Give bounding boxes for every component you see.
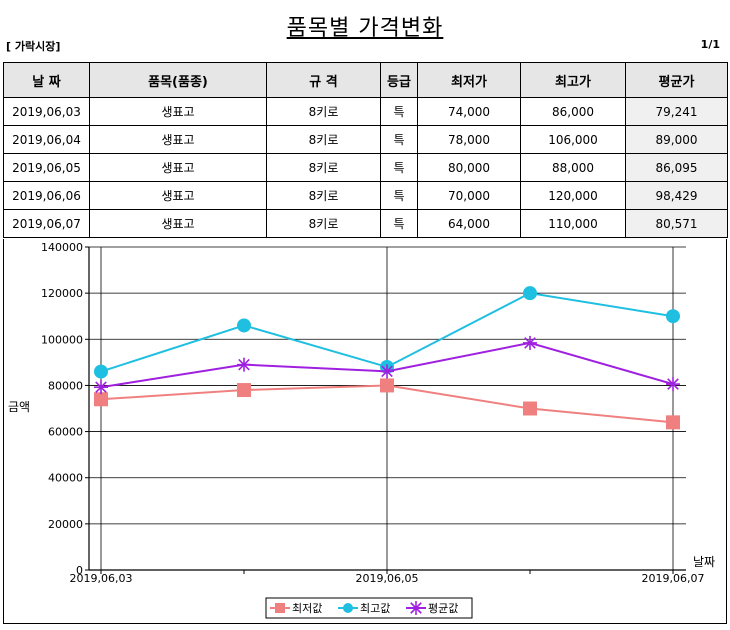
table-row: 2019,06,06 생표고 8키로 특 70,000 120,000 98,4… xyxy=(3,181,728,210)
cell-date: 2019,06,07 xyxy=(3,209,90,238)
table-row: 2019,06,07 생표고 8키로 특 64,000 110,000 80,5… xyxy=(3,209,728,238)
cell-item: 생표고 xyxy=(89,97,267,126)
market-label: [ 가락시장] xyxy=(6,40,61,53)
cell-item: 생표고 xyxy=(89,209,267,238)
cell-avg: 89,000 xyxy=(625,125,728,154)
data-point xyxy=(523,401,537,416)
y-tick-label: 140000 xyxy=(41,241,83,254)
cell-item: 생표고 xyxy=(89,153,267,182)
legend-label: 평균값 xyxy=(428,602,458,615)
cell-min: 80,000 xyxy=(417,153,521,182)
cell-min: 78,000 xyxy=(417,125,521,154)
cell-max: 120,000 xyxy=(520,181,626,210)
legend-marker xyxy=(343,603,353,613)
col-header-grade: 등급 xyxy=(380,62,418,98)
cell-grade: 특 xyxy=(380,153,418,182)
y-tick-label: 120000 xyxy=(41,287,83,300)
page-number: 1/1 xyxy=(700,38,720,51)
col-header-spec: 규 격 xyxy=(266,62,381,98)
x-axis-label: 날짜 xyxy=(693,555,715,569)
data-point xyxy=(666,415,680,430)
table-row: 2019,06,03 생표고 8키로 특 74,000 86,000 79,24… xyxy=(3,97,728,126)
cell-spec: 8키로 xyxy=(266,125,381,154)
data-point xyxy=(523,335,537,350)
y-tick-label: 100000 xyxy=(41,333,83,346)
y-tick-label: 0 xyxy=(76,564,83,577)
col-header-avg: 평균가 xyxy=(625,62,728,98)
table-header-row: 날 짜 품목(품종) 규 격 등급 최저가 최고가 평균가 xyxy=(3,62,728,98)
cell-avg: 80,571 xyxy=(625,209,728,238)
data-point xyxy=(94,380,108,395)
price-table: 날 짜 품목(품종) 규 격 등급 최저가 최고가 평균가 2019,06,03… xyxy=(3,62,728,238)
cell-max: 110,000 xyxy=(520,209,626,238)
x-tick-label: 2019,06,05 xyxy=(356,572,419,585)
legend-label: 최저값 xyxy=(292,602,322,615)
cell-grade: 특 xyxy=(380,209,418,238)
x-tick-label: 2019,06,03 xyxy=(70,572,133,585)
data-point xyxy=(380,364,394,379)
data-point xyxy=(237,318,251,333)
data-point xyxy=(666,309,680,324)
cell-min: 74,000 xyxy=(417,97,521,126)
data-point xyxy=(237,357,251,372)
price-line-chart: 0 20000 40000 60000 80000 100000 120000 140000 2… xyxy=(8,241,715,619)
cell-date: 2019,06,06 xyxy=(3,181,90,210)
cell-max: 106,000 xyxy=(520,125,626,154)
y-tick-label: 40000 xyxy=(48,472,83,485)
legend-marker xyxy=(409,601,423,615)
cell-avg: 86,095 xyxy=(625,153,728,182)
cell-min: 70,000 xyxy=(417,181,521,210)
col-header-max: 최고가 xyxy=(520,62,626,98)
y-tick-label: 20000 xyxy=(48,518,83,531)
cell-min: 64,000 xyxy=(417,209,521,238)
cell-date: 2019,06,04 xyxy=(3,125,90,154)
x-tick-label: 2019,06,07 xyxy=(642,572,705,585)
col-header-item: 품목(품종) xyxy=(89,62,267,98)
data-point xyxy=(94,364,108,379)
cell-grade: 특 xyxy=(380,97,418,126)
col-header-date: 날 짜 xyxy=(3,62,90,98)
chart-container: 0 20000 40000 60000 80000 100000 120000 140000 2… xyxy=(3,239,727,624)
data-point xyxy=(237,383,251,398)
table-row: 2019,06,05 생표고 8키로 특 80,000 88,000 86,09… xyxy=(3,153,728,182)
cell-spec: 8키로 xyxy=(266,153,381,182)
cell-spec: 8키로 xyxy=(266,97,381,126)
legend-label: 최고값 xyxy=(360,602,390,615)
cell-date: 2019,06,05 xyxy=(3,153,90,182)
table-row: 2019,06,04 생표고 8키로 특 78,000 106,000 89,0… xyxy=(3,125,728,154)
data-point xyxy=(666,377,680,392)
legend-marker xyxy=(275,603,285,613)
data-point xyxy=(94,392,108,407)
data-point xyxy=(380,378,394,393)
cell-grade: 특 xyxy=(380,125,418,154)
cell-max: 86,000 xyxy=(520,97,626,126)
cell-item: 생표고 xyxy=(89,125,267,154)
col-header-min: 최저가 xyxy=(417,62,521,98)
cell-spec: 8키로 xyxy=(266,181,381,210)
cell-grade: 특 xyxy=(380,181,418,210)
y-axis-label: 금액 xyxy=(8,400,30,414)
page-title: 품목별 가격변화 xyxy=(286,16,444,41)
cell-item: 생표고 xyxy=(89,181,267,210)
cell-avg: 98,429 xyxy=(625,181,728,210)
cell-date: 2019,06,03 xyxy=(3,97,90,126)
cell-avg: 79,241 xyxy=(625,97,728,126)
y-tick-label: 80000 xyxy=(48,379,83,392)
data-point xyxy=(523,286,537,301)
cell-spec: 8키로 xyxy=(266,209,381,238)
y-tick-label: 60000 xyxy=(48,426,83,439)
cell-max: 88,000 xyxy=(520,153,626,182)
